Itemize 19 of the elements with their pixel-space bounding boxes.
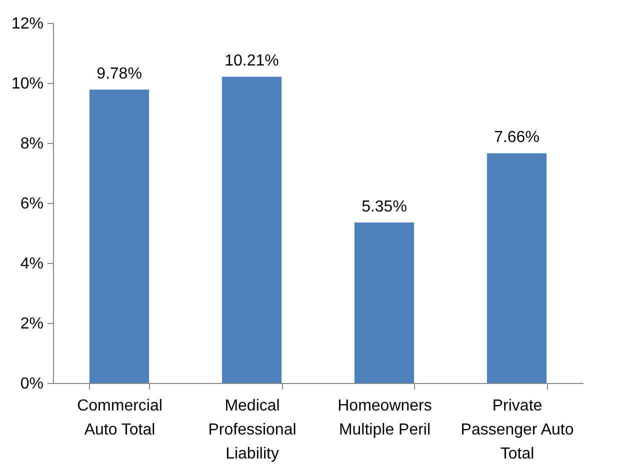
x-tick-label: Homeowners Multiple Peril bbox=[338, 398, 432, 438]
y-tick-label: 12% bbox=[11, 16, 44, 32]
x-tick-label: Commercial Auto Total bbox=[77, 398, 162, 438]
bar bbox=[486, 153, 547, 383]
data-label: 9.78% bbox=[96, 66, 142, 83]
data-label: 5.35% bbox=[362, 198, 407, 216]
y-tick-label: 6% bbox=[20, 196, 44, 212]
y-tick-label: 8% bbox=[20, 136, 44, 152]
y-tick-label: 0% bbox=[20, 376, 44, 392]
y-tick-label: 4% bbox=[20, 256, 44, 272]
x-tick-label: Private Passenger Auto Total bbox=[460, 398, 574, 462]
data-label: 7.66% bbox=[494, 129, 540, 146]
bar bbox=[354, 222, 414, 383]
data-label: 10.21% bbox=[224, 52, 279, 70]
bar bbox=[222, 76, 282, 383]
y-tick-label: 10% bbox=[11, 76, 44, 92]
bar bbox=[89, 90, 150, 383]
x-tick-label: Medical Professional Liability bbox=[208, 398, 296, 462]
y-tick-label: 2% bbox=[20, 316, 44, 332]
